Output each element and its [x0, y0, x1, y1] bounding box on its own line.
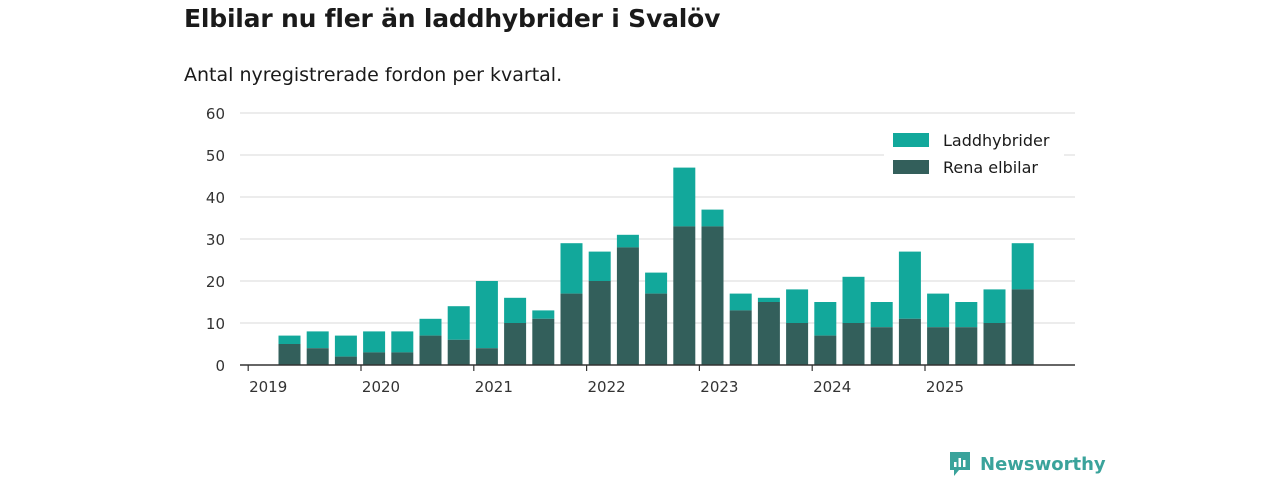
- bar-laddhybrider: [1011, 243, 1034, 290]
- y-tick-label: 20: [206, 273, 225, 291]
- bar-laddhybrider: [645, 272, 668, 294]
- x-tick-label: 2020: [362, 378, 400, 396]
- bar-rena-elbilar: [588, 281, 611, 365]
- bar-laddhybrider: [927, 293, 950, 328]
- y-tick-label: 40: [206, 189, 225, 207]
- bar-laddhybrider: [955, 302, 978, 328]
- bar-laddhybrider: [673, 167, 696, 227]
- y-tick-label: 60: [206, 105, 225, 123]
- bar-laddhybrider: [616, 234, 639, 248]
- bar-laddhybrider: [588, 251, 611, 281]
- bar-rena-elbilar: [1011, 289, 1034, 365]
- bar-rena-elbilar: [504, 323, 527, 365]
- chart-title: Elbilar nu fler än laddhybrider i Svalöv: [184, 4, 721, 33]
- bar-rena-elbilar: [645, 293, 668, 365]
- bar-laddhybrider: [447, 306, 470, 340]
- bar-laddhybrider: [391, 331, 414, 353]
- x-tick-label: 2021: [475, 378, 513, 396]
- x-tick-label: 2023: [700, 378, 738, 396]
- bar-laddhybrider: [870, 302, 893, 328]
- newsworthy-logo-icon: [950, 452, 970, 476]
- bar-rena-elbilar: [334, 356, 357, 365]
- bar-rena-elbilar: [532, 318, 555, 365]
- bar-rena-elbilar: [447, 339, 470, 365]
- brand-logo: Newsworthy: [948, 450, 1106, 478]
- bar-rena-elbilar: [560, 293, 583, 365]
- bar-laddhybrider: [560, 243, 583, 294]
- bar-rena-elbilar: [701, 226, 724, 365]
- bar-laddhybrider: [786, 289, 809, 323]
- bar-laddhybrider: [757, 297, 780, 302]
- x-tick-label: 2024: [813, 378, 851, 396]
- legend-swatch: [893, 160, 929, 174]
- y-tick-label: 10: [206, 315, 225, 333]
- bar-rena-elbilar: [475, 348, 498, 365]
- bar-laddhybrider: [842, 276, 865, 323]
- legend-swatch: [893, 133, 929, 147]
- chart-subtitle: Antal nyregistrerade fordon per kvartal.: [184, 64, 563, 86]
- bar-rena-elbilar: [278, 344, 301, 365]
- bar-rena-elbilar: [419, 335, 442, 365]
- bar-laddhybrider: [814, 302, 837, 336]
- bar-laddhybrider: [898, 251, 921, 319]
- bar-laddhybrider: [334, 335, 357, 357]
- bar-laddhybrider: [504, 297, 527, 323]
- bar-laddhybrider: [419, 318, 442, 336]
- bar-rena-elbilar: [955, 327, 978, 365]
- bar-rena-elbilar: [306, 348, 329, 365]
- bar-laddhybrider: [306, 331, 329, 349]
- bar-laddhybrider: [701, 209, 724, 227]
- x-tick-label: 2022: [588, 378, 626, 396]
- brand-name: Newsworthy: [980, 453, 1106, 475]
- bar-rena-elbilar: [729, 310, 752, 365]
- bar-rena-elbilar: [757, 302, 780, 365]
- bar-laddhybrider: [278, 335, 301, 344]
- bar-rena-elbilar: [391, 352, 414, 365]
- bar-laddhybrider: [532, 310, 555, 319]
- bar-laddhybrider: [983, 289, 1006, 323]
- x-tick-label: 2019: [249, 378, 287, 396]
- bar-rena-elbilar: [870, 327, 893, 365]
- bar-rena-elbilar: [842, 323, 865, 365]
- y-tick-label: 50: [206, 147, 225, 165]
- bar-rena-elbilar: [786, 323, 809, 365]
- legend-label: Laddhybrider: [943, 131, 1050, 150]
- bar-rena-elbilar: [927, 327, 950, 365]
- bar-laddhybrider: [475, 281, 498, 349]
- x-tick-label: 2025: [926, 378, 964, 396]
- bar-rena-elbilar: [616, 247, 639, 365]
- bar-laddhybrider: [729, 293, 752, 311]
- bar-rena-elbilar: [983, 323, 1006, 365]
- bar-rena-elbilar: [363, 352, 386, 365]
- y-tick-label: 0: [215, 357, 225, 375]
- bar-rena-elbilar: [898, 318, 921, 365]
- bar-laddhybrider: [363, 331, 386, 353]
- bar-rena-elbilar: [673, 226, 696, 365]
- legend-label: Rena elbilar: [943, 158, 1038, 177]
- y-tick-label: 30: [206, 231, 225, 249]
- bar-rena-elbilar: [814, 335, 837, 365]
